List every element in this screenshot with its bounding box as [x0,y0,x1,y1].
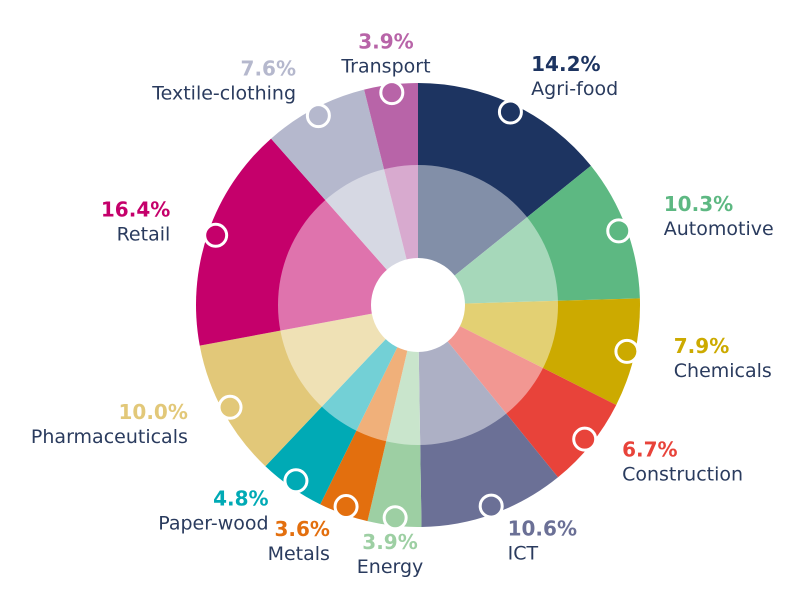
slice-marker [379,80,405,106]
slice-marker [305,103,331,129]
category-label: ICT [508,542,539,564]
slice-marker [606,218,632,244]
slice [271,89,418,305]
value-label: 14.2% [531,52,600,76]
value-label: 3.6% [274,517,329,541]
slice-marker [614,338,640,364]
slice-marker [572,426,598,452]
category-label: Textile-clothing [151,82,296,104]
slice [418,305,617,478]
category-label: Retail [117,223,171,245]
slice-marker [203,222,229,248]
labels: 14.2%Agri-food 10.3%Automotive 7.9%Chemica… [31,29,774,578]
value-label: 6.7% [622,438,677,462]
category-label: Chemicals [674,360,772,382]
slice-marker [283,468,309,494]
value-label: 16.4% [101,197,170,221]
value-label: 3.9% [358,29,413,53]
slice [199,305,418,467]
slice [418,165,640,305]
slice-marker [382,505,408,531]
slices [196,83,640,527]
slice [367,305,422,527]
slice [418,305,559,527]
value-label: 10.6% [508,516,577,540]
value-label: 10.3% [664,192,733,216]
slice-marker [333,494,359,520]
value-label: 7.9% [674,334,729,358]
slice-marker [217,394,243,420]
slice [418,83,591,305]
category-label: Energy [357,556,424,578]
category-label: Agri-food [531,78,618,100]
category-label: Metals [268,543,330,565]
slice [196,138,418,346]
slice [320,305,418,522]
value-label: 4.8% [213,486,268,510]
center-hole [371,258,465,352]
category-label: Paper-wood [158,512,268,534]
category-label: Pharmaceuticals [31,426,188,448]
category-label: Automotive [664,218,774,240]
value-label: 7.6% [241,56,296,80]
category-label: Construction [622,464,743,486]
category-label: Transport [340,55,430,77]
slice [364,83,418,305]
value-label: 10.0% [118,400,187,424]
slice [418,298,640,405]
slice-marker [497,99,523,125]
slice-marker [478,493,504,519]
value-label: 3.9% [362,530,417,554]
slice [265,305,418,505]
